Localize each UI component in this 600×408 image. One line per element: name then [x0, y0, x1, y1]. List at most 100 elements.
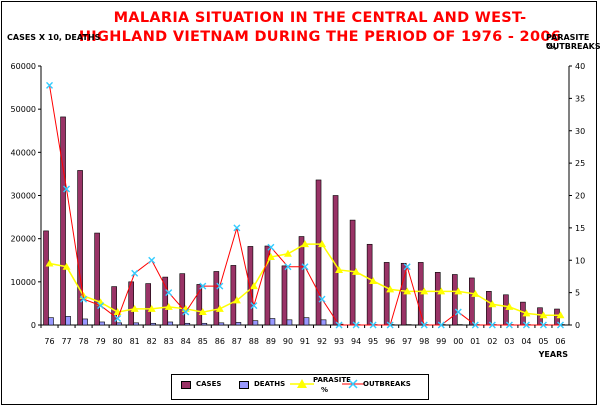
bar-cases [434, 272, 441, 326]
marker-outbreaks [148, 256, 156, 264]
right-axis-title-line-2: OUTBREAKS [546, 42, 600, 51]
x-tick-label: 83 [164, 337, 174, 346]
bar-cases [503, 294, 509, 326]
right-tick-label: 25 [575, 159, 585, 168]
marker-outbreaks [454, 308, 462, 316]
marker-outbreaks [335, 321, 343, 329]
bar-deaths [150, 322, 157, 326]
right-tick-label: 0 [575, 321, 580, 330]
marker-outbreaks [539, 321, 547, 329]
x-tick-label: 88 [249, 337, 259, 346]
marker-outbreaks [352, 321, 360, 329]
bar-cases [43, 230, 49, 326]
bar-cases [111, 286, 117, 326]
marker-parasite [556, 311, 565, 319]
x-tick-label: 93 [334, 337, 344, 346]
bar-cases [77, 170, 83, 326]
x-tick-label: 05 [538, 337, 548, 346]
line-parasite [49, 243, 561, 317]
x-tick-label: 89 [266, 337, 276, 346]
marker-outbreaks [403, 263, 411, 271]
left-tick-label: 10000 [11, 278, 36, 287]
right-tick-label: 30 [575, 127, 585, 136]
legend-marker-outbreaks [342, 379, 364, 389]
marker-parasite [130, 304, 139, 312]
bar-cases [264, 245, 271, 326]
bar-cases [298, 236, 305, 326]
marker-outbreaks [318, 295, 326, 303]
bar-deaths [286, 319, 293, 326]
marker-parasite [198, 308, 207, 316]
bar-cases [162, 276, 169, 326]
legend-label-parasite-unit: % [321, 386, 329, 394]
marker-outbreaks [556, 321, 564, 329]
right-tick-label: 15 [575, 224, 585, 233]
chart-legend: CASES DEATHS PARASITE % OUTBREAKS [171, 374, 429, 400]
bar-cases [383, 262, 390, 326]
marker-outbreaks [80, 295, 88, 303]
marker-parasite [164, 302, 173, 310]
right-tick-label: 35 [575, 94, 585, 103]
marker-parasite [335, 265, 344, 273]
x-tick-label: 99 [436, 337, 446, 346]
marker-outbreaks [386, 321, 394, 329]
bar-deaths [184, 322, 191, 326]
legend-marker-parasite [290, 379, 314, 388]
marker-parasite [488, 300, 497, 308]
left-tick-label: 30000 [11, 192, 36, 201]
x-tick-label: 01 [470, 337, 480, 346]
legend-label-cases: CASES [196, 380, 222, 388]
bar-cases [60, 116, 66, 326]
left-tick-label: 20000 [11, 235, 36, 244]
bar-cases [315, 179, 322, 326]
bar-deaths [99, 321, 105, 326]
marker-outbreaks [97, 302, 105, 310]
right-tick-label: 10 [575, 256, 585, 265]
legend-swatch-deaths [239, 381, 249, 389]
left-tick-label: 40000 [11, 148, 36, 157]
x-tick-label: 96 [385, 337, 395, 346]
marker-parasite [318, 240, 327, 248]
chart-lines [45, 81, 565, 329]
bar-deaths [65, 316, 71, 326]
x-tick-label: 85 [198, 337, 208, 346]
marker-parasite [232, 296, 241, 304]
bar-cases [281, 265, 288, 326]
chart-title-line-1: MALARIA SITUATION IN THE CENTRAL AND WES… [113, 10, 527, 26]
x-tick-label: 87 [232, 337, 242, 346]
bar-cases [179, 273, 186, 326]
legend-label-outbreaks: OUTBREAKS [363, 380, 411, 388]
left-tick-label: 0 [31, 321, 36, 330]
bar-deaths [252, 320, 259, 326]
marker-parasite [352, 267, 361, 275]
line-outbreaks [49, 85, 561, 326]
x-tick-label: 03 [504, 337, 514, 346]
x-tick-label: 00 [453, 337, 463, 346]
bar-deaths [167, 321, 174, 326]
marker-parasite [249, 282, 258, 290]
marker-parasite [147, 304, 156, 312]
marker-parasite [505, 302, 514, 310]
x-tick-label: 91 [300, 337, 310, 346]
marker-outbreaks [165, 289, 173, 297]
marker-outbreaks [284, 263, 292, 271]
bar-cases [230, 265, 237, 326]
bar-cases [469, 277, 475, 326]
right-tick-label: 20 [575, 192, 585, 201]
bar-deaths [201, 322, 208, 326]
marker-outbreaks [131, 269, 139, 277]
x-tick-label: 04 [521, 337, 531, 346]
legend-label-parasite: PARASITE [313, 376, 351, 384]
bar-cases [366, 243, 373, 326]
bar-cases [451, 274, 458, 326]
chart-bars [43, 116, 565, 326]
marker-parasite [62, 262, 71, 270]
bar-cases [213, 271, 220, 326]
chart-ticks: 0100002000030000400005000060000051015202… [11, 62, 586, 346]
left-tick-label: 60000 [11, 62, 36, 71]
marker-outbreaks [488, 321, 496, 329]
left-tick-label: 50000 [11, 105, 36, 114]
marker-parasite [215, 304, 224, 312]
